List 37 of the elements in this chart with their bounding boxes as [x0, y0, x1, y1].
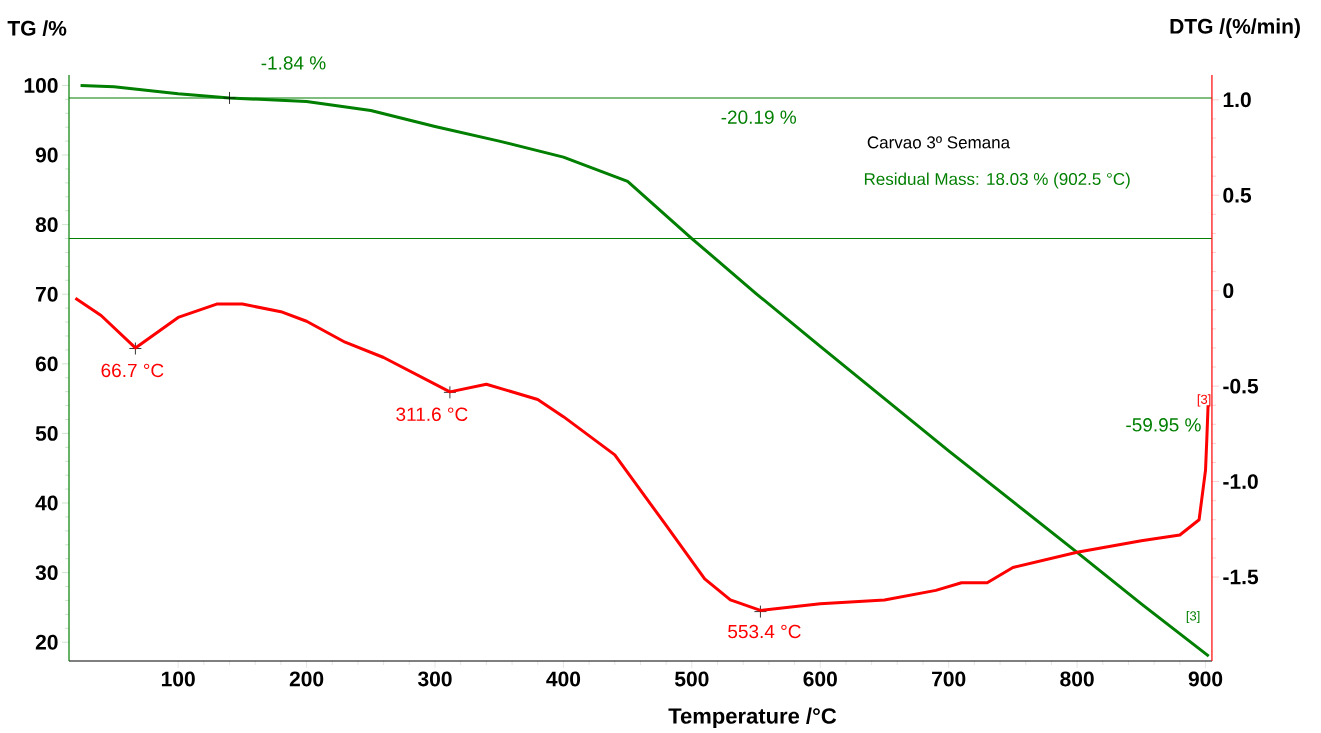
- annotation: 553.4 °C: [728, 624, 801, 639]
- y-tick-label: 80: [35, 217, 58, 233]
- y2-tick-label: -1.5: [1223, 569, 1259, 585]
- y-axis-title: TG /%: [7, 20, 67, 36]
- y-tick-label: 70: [36, 286, 58, 302]
- y-tick-label: 40: [35, 495, 58, 511]
- y2-axis-title: DTG /(%/min): [1170, 18, 1300, 38]
- y2-tick-label: -1.0: [1223, 474, 1258, 489]
- y2-tick-label: 0.5: [1223, 187, 1252, 203]
- x-tick-label: 100: [161, 671, 195, 687]
- y-tick-label: 60: [35, 356, 58, 372]
- x-tick-label: 400: [546, 671, 581, 687]
- x-tick-label: 800: [1060, 671, 1094, 687]
- y2-tick-label: 0: [1223, 283, 1234, 299]
- annotation: -59.95 %: [1126, 418, 1201, 432]
- y-tick-label: 30: [35, 565, 58, 581]
- x-tick-label: 500: [674, 671, 709, 687]
- text: Carvao 3º Semana: [867, 136, 1011, 149]
- x-tick-label: 700: [932, 671, 966, 687]
- y2-tick-label: 1.0: [1223, 92, 1251, 108]
- y-tick-label: 20: [35, 634, 58, 650]
- y2-tick-label: -0.5: [1223, 378, 1259, 394]
- annotation: [3]: [1197, 394, 1211, 407]
- y-tick-label: 90: [35, 147, 58, 163]
- x-tick-label: 600: [803, 671, 837, 687]
- y-tick-label: 100: [24, 77, 58, 93]
- annotation: Residual Mass: 18.03 % (902.5 °C): [864, 172, 1130, 189]
- annotation: 311.6 °C: [396, 407, 468, 422]
- annotation: -1.84 %: [261, 56, 326, 70]
- x-axis-title: Temperature /°C: [668, 707, 837, 729]
- annotation: 66.7 °C: [101, 363, 164, 378]
- annotation: -20.19 %: [721, 110, 797, 124]
- y-tick-label: 50: [35, 425, 58, 441]
- annotation: [3]: [1186, 610, 1200, 624]
- x-tick-label: 200: [289, 671, 324, 687]
- x-tick-label: 300: [417, 671, 452, 687]
- x-tick-label: 900: [1188, 671, 1223, 687]
